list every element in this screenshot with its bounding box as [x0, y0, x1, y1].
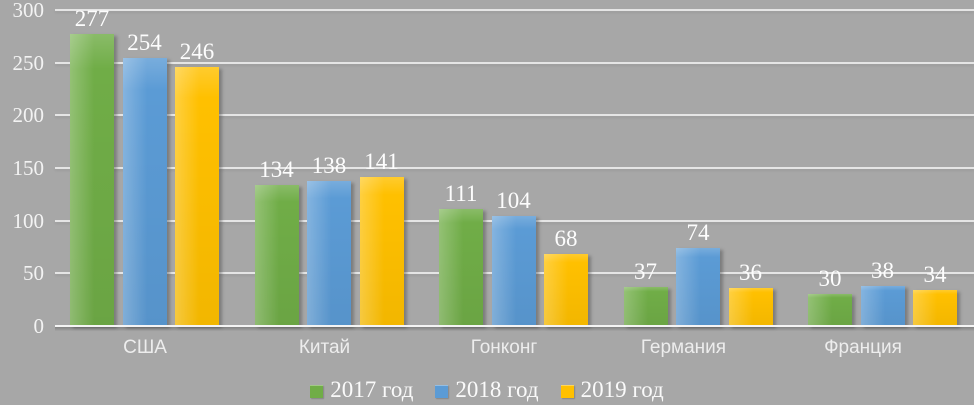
bar-value-label: 34 [923, 262, 947, 288]
y-tick-label: 250 [12, 50, 45, 75]
bar-США-2017 год [70, 34, 114, 326]
bar-value-label: 246 [179, 38, 215, 64]
bar-value-label: 30 [818, 266, 842, 292]
bar-США-2019 год [175, 66, 219, 326]
category-label-Франция: Франция [824, 337, 902, 358]
bar-Германия-2018 год [676, 248, 720, 326]
bar-value-label: 37 [634, 259, 657, 285]
bar-value-label: 36 [739, 260, 762, 286]
y-tick-label: 100 [12, 208, 45, 233]
y-tick-label: 200 [12, 103, 45, 128]
legend-label: 2017 год [330, 377, 414, 402]
legend-item-2018 год: 2018 год [435, 377, 539, 402]
bar-Германия-2017 год [623, 287, 668, 326]
bar-Китай-2019 год [359, 177, 404, 326]
y-tick-label: 150 [12, 156, 45, 180]
bar-Китай-2018 год [307, 180, 351, 326]
y-tick-label: 50 [23, 261, 44, 286]
legend-swatch-icon [310, 385, 324, 398]
plot-area: 277 134 111 37 30 254 138 104 74 38 246 141 68 36 34 [0, 6, 974, 326]
bar-США-2018 год [122, 58, 167, 326]
bar-value-label: 104 [496, 188, 531, 214]
bar-Германия-2019 год [728, 288, 773, 326]
bar-value-label: 254 [127, 30, 162, 56]
bar-Франция-2018 год [860, 285, 905, 326]
bar-Гонконг-2017 год [439, 209, 483, 326]
legend: 2017 год 2018 год 2019 год [0, 378, 974, 402]
bar-Китай-2017 год [254, 184, 299, 326]
legend-label: 2018 год [455, 377, 539, 402]
bar-value-label: 138 [311, 152, 347, 178]
legend-item-2019 год: 2019 год [560, 377, 664, 402]
legend-swatch-icon [435, 385, 449, 398]
gridline-150 [55, 167, 974, 169]
bar-Франция-2019 год [913, 290, 957, 326]
bar-value-label: 68 [554, 226, 578, 252]
category-label-Гонконг: Гонконг [470, 337, 538, 358]
bar-Франция-2017 год [808, 294, 852, 326]
gridline-300 [55, 9, 974, 11]
bar-Гонконг-2018 год [491, 216, 536, 326]
category-label-Китай: Китай [298, 337, 351, 358]
x-axis-line-shadow [55, 327, 974, 331]
y-tick-label: 300 [12, 0, 45, 23]
bar-value-label: 38 [871, 257, 894, 283]
category-label-Германия: Германия [640, 337, 727, 358]
legend-swatch-icon [560, 385, 574, 398]
legend-item-2017 год: 2017 год [310, 378, 413, 402]
x-axis-line [55, 325, 974, 327]
bar-value-label: 111 [444, 181, 478, 207]
bar-value-label: 74 [686, 220, 710, 246]
bar-value-label: 141 [364, 149, 399, 175]
bar-value-label: 277 [74, 6, 110, 32]
gridline-250 [55, 61, 974, 64]
bar-Гонконг-2019 год [544, 254, 588, 326]
bar-value-label: 134 [259, 156, 294, 182]
gridline-200 [55, 114, 974, 117]
category-label-США: США [123, 337, 167, 358]
y-tick-label: 0 [33, 314, 45, 338]
legend-label: 2019 год [580, 377, 664, 402]
